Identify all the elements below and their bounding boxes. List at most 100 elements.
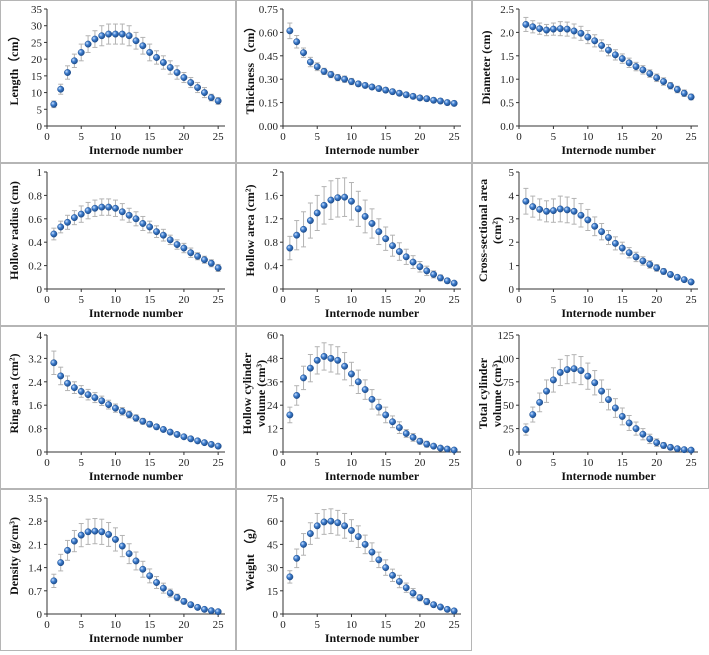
marker [577,367,585,375]
chart-panel: 0 5 10 15 20 25 0 0.4 0.8 1.2 1.6 2 Internode number… [236,163,472,326]
data-point [549,367,557,393]
marker [598,42,606,49]
data-point [125,543,133,565]
data-point [443,605,451,613]
marker [409,258,417,266]
marker [416,594,424,602]
data-point [214,263,222,272]
marker [450,279,458,287]
data-point [577,356,585,386]
x-tick-label: 20 [178,619,190,631]
data-point [132,414,140,422]
x-tick-label: 15 [617,131,629,143]
x-tick-label: 0 [280,131,286,143]
data-point [57,220,65,234]
marker [146,49,154,56]
data-point [375,218,383,246]
marker [300,374,307,382]
data-point [139,36,147,55]
y-tick-label: 0 [273,447,279,459]
y-tick-label: 0 [509,284,515,296]
x-tick-label: 25 [686,131,698,143]
x-tick-label: 10 [346,619,358,631]
marker [577,211,585,219]
data-point [611,49,619,61]
data-point [300,533,307,556]
marker [556,25,564,33]
data-point [570,197,578,225]
marker [64,379,71,387]
chart-panel: 0 5 10 15 20 25 0 12 24 36 48 60 Internode number Hol… [236,326,472,489]
y-tick-label: 1 [37,167,43,179]
chart-panel: 0 5 10 15 20 25 0.00 0.15 0.30 0.45 0.60 0.75 Intern… [236,0,472,163]
marker [632,63,640,71]
data-point [187,247,195,258]
data-point [687,278,695,286]
x-tick-label: 10 [110,294,122,306]
marker [673,445,681,453]
data-point [166,588,174,598]
data-point [57,366,65,386]
data-point [368,208,376,239]
marker [313,209,321,217]
marker [563,366,571,374]
marker [549,207,557,215]
y-tick-label: 0.8 [28,190,42,202]
y-tick-label: 2.5 [500,4,514,16]
marker [105,401,113,409]
marker [389,571,396,579]
y-tick-label: 3.5 [28,493,42,505]
data-point [563,21,571,37]
marker [180,433,188,441]
data-point [98,25,106,47]
data-point [653,264,661,272]
marker [98,203,106,211]
marker [361,386,369,394]
data-point [625,57,633,68]
chart-panel: 0 5 10 15 20 25 0 5 10 15 20 25 30 35 Internode number… [0,0,236,163]
marker [409,433,417,441]
data-point [207,440,215,448]
marker [409,589,417,597]
marker [563,25,571,33]
x-axis-title: Internode number [89,143,184,157]
y-axis-title: Length（cm） [6,30,21,106]
x-axis-title: Internode number [325,631,420,645]
chart-svg: 0 5 10 15 20 25 0.00 0.15 0.30 0.45 0.60 0.75 Intern… [242,4,461,157]
x-tick-label: 25 [686,457,698,469]
data-point [611,398,619,418]
marker [653,74,661,82]
marker [84,40,92,48]
x-tick-label: 25 [449,131,461,143]
chart-panel: 0 5 10 15 20 25 0.0 0.5 1.0 1.5 2.0 2.5 Internode nu… [472,0,709,163]
marker [402,584,410,592]
x-tick-label: 10 [110,619,122,631]
y-tick-label: 4 [37,330,43,342]
data-point [320,186,328,225]
marker [618,55,626,63]
marker [180,244,188,252]
marker [591,37,599,45]
data-point [395,421,403,434]
marker [361,81,369,89]
data-point [395,89,403,97]
y-tick-label: 0.2 [28,261,42,273]
data-point [306,202,314,239]
data-point [194,437,202,445]
marker [341,362,349,370]
data-point [334,74,342,82]
data-point [50,100,58,109]
marker [293,38,301,46]
marker [334,519,342,527]
x-tick-label: 10 [582,457,594,469]
marker [146,572,154,580]
x-tick-label: 5 [551,131,557,143]
y-tick-label: 15 [267,586,279,598]
data-point [653,73,661,83]
data-point [618,53,626,64]
marker [159,59,167,66]
data-point [98,518,106,545]
marker [207,94,215,102]
data-point [549,22,557,36]
